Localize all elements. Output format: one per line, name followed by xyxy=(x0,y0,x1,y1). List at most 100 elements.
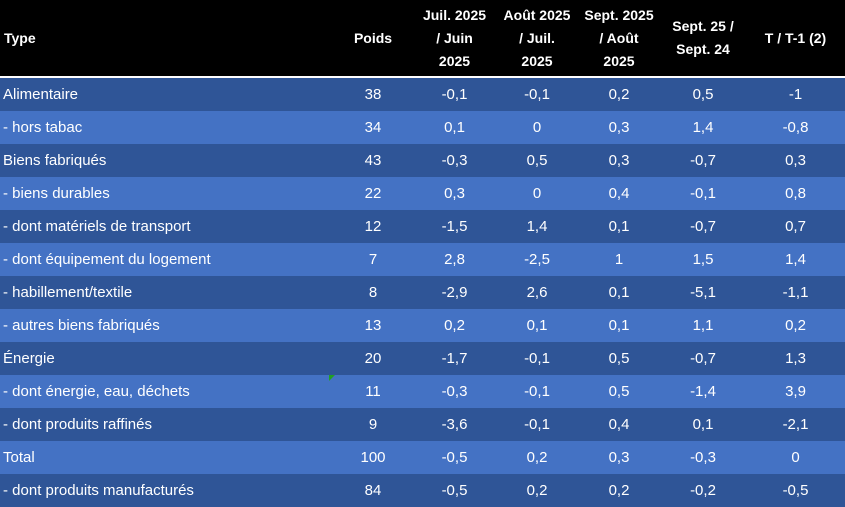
table-cell: -0,8 xyxy=(782,119,809,136)
row-label: - habillement/textile xyxy=(3,284,133,301)
table-cell: 0,7 xyxy=(785,218,806,235)
row-label: - dont produits manufacturés xyxy=(3,482,194,499)
header-type: Type xyxy=(4,29,36,46)
table-cell: -1,1 xyxy=(782,284,809,301)
table-cell: 0,5 xyxy=(692,86,714,103)
table-cell: 0,3 xyxy=(608,449,630,466)
table-cell: -0,1 xyxy=(690,185,716,202)
table-cell: 0,2 xyxy=(444,317,465,334)
table-cell: -1,4 xyxy=(690,383,716,400)
table-cell: -0,1 xyxy=(524,86,550,103)
table-cell: 0,5 xyxy=(526,152,548,169)
table-cell: 2,6 xyxy=(526,284,548,301)
table-row: Alimentaire 38 -0,1 -0,1 0,2 0,5 -1 xyxy=(0,78,845,111)
table-cell: -0,7 xyxy=(690,350,716,367)
table-row: Énergie 20 -1,7 -0,1 0,5 -0,7 1,3 xyxy=(0,342,845,375)
table-cell: 1,1 xyxy=(692,317,714,334)
table-row: - dont matériels de transport 12 -1,5 1,4 0,… xyxy=(0,210,845,243)
header-t-t1: T / T-1 (2) xyxy=(764,29,827,46)
table-cell: 7 xyxy=(368,251,378,268)
table-cell: 0,5 xyxy=(608,383,630,400)
table-cell: 1 xyxy=(614,251,624,268)
table-cell: 0,1 xyxy=(526,317,548,334)
table-cell: -0,2 xyxy=(690,482,716,499)
table-cell: 0,2 xyxy=(608,482,630,499)
table-cell: 0 xyxy=(791,449,800,466)
table-cell: -0,1 xyxy=(524,350,550,367)
table-cell: 0,5 xyxy=(608,350,630,367)
table-cell: 84 xyxy=(364,482,382,499)
table-row: - dont produits manufacturés 84 -0,5 0,2 0,2… xyxy=(0,474,845,507)
table-cell: 0,1 xyxy=(608,317,630,334)
table-cell: 0,2 xyxy=(785,317,806,334)
header-juil-juin: Juil. 2025/ Juin 2025 xyxy=(422,6,487,69)
row-label: - dont équipement du logement xyxy=(3,251,211,268)
header-sept-aout: Sept. 2025/ Août 2025 xyxy=(584,6,654,69)
cell-comment-marker xyxy=(329,375,335,381)
header-poids: Poids xyxy=(353,29,393,46)
table-cell: 0 xyxy=(532,185,542,202)
table-cell: 1,3 xyxy=(785,350,806,367)
table-cell: 1,4 xyxy=(692,119,714,136)
table-cell: -5,1 xyxy=(690,284,716,301)
table-cell: 8 xyxy=(368,284,378,301)
table-cell: 0,2 xyxy=(526,449,548,466)
table-row: - habillement/textile 8 -2,9 2,6 0,1 -5,1 -1,1 xyxy=(0,276,845,309)
table-cell: 20 xyxy=(364,350,382,367)
row-label: - dont produits raffinés xyxy=(3,416,152,433)
table-header: Type Poids Juil. 2025/ Juin 2025 Août 2025/ … xyxy=(0,0,845,78)
table-cell: 0,2 xyxy=(608,86,630,103)
table-cell: -0,3 xyxy=(441,383,468,400)
table-cell: -2,5 xyxy=(524,251,550,268)
table-row: - dont produits raffinés 9 -3,6 -0,1 0,4 0,1 -… xyxy=(0,408,845,441)
row-label: Total xyxy=(3,449,35,466)
table-cell: -1 xyxy=(788,86,803,103)
table-cell: -0,5 xyxy=(441,482,468,499)
table-row: Total 100 -0,5 0,2 0,3 -0,3 0 xyxy=(0,441,845,474)
table-cell: 0,1 xyxy=(444,119,465,136)
table-cell: -1,7 xyxy=(441,350,468,367)
header-sept25-sept24: Sept. 25 /Sept. 24 xyxy=(672,18,734,57)
table-row: - biens durables 22 0,3 0 0,4 -0,1 0,8 xyxy=(0,177,845,210)
table-cell: 100 xyxy=(360,449,386,466)
row-label: - biens durables xyxy=(3,185,110,202)
table-cell: 43 xyxy=(364,152,382,169)
table-cell: 0,3 xyxy=(444,185,465,202)
table-cell: -0,1 xyxy=(441,86,468,103)
row-label: - hors tabac xyxy=(3,119,83,136)
table-cell: 0,1 xyxy=(608,284,630,301)
table-cell: 13 xyxy=(364,317,382,334)
table-cell: -0,5 xyxy=(441,449,468,466)
table-body: Alimentaire 38 -0,1 -0,1 0,2 0,5 -1 - hors taba… xyxy=(0,78,845,507)
table-row: - hors tabac 34 0,1 0 0,3 1,4 -0,8 xyxy=(0,111,845,144)
table-row: - dont équipement du logement 7 2,8 -2,5 1 1,… xyxy=(0,243,845,276)
table-cell: 12 xyxy=(364,218,382,235)
row-label: Énergie xyxy=(3,350,55,367)
table-cell: 0,3 xyxy=(608,152,630,169)
table-cell: 0,4 xyxy=(608,185,630,202)
table-row: - dont énergie, eau, déchets 11 -0,3 -0,1 0,… xyxy=(0,375,845,408)
table-cell: 0 xyxy=(532,119,542,136)
table-cell: 1,5 xyxy=(692,251,714,268)
table-cell: 0,1 xyxy=(608,218,630,235)
table-cell: 3,9 xyxy=(785,383,806,400)
table-cell: 0,3 xyxy=(608,119,630,136)
table-cell: -0,1 xyxy=(524,383,550,400)
table-cell: -3,6 xyxy=(441,416,468,433)
table-cell: -2,9 xyxy=(441,284,468,301)
table-cell: 2,8 xyxy=(444,251,465,268)
table-cell: 0,8 xyxy=(785,185,806,202)
table-cell: 0,3 xyxy=(785,152,806,169)
table-row: - autres biens fabriqués 13 0,2 0,1 0,1 1,1 0,… xyxy=(0,309,845,342)
table-cell: 11 xyxy=(365,383,381,400)
table-cell: 1,4 xyxy=(526,218,548,235)
row-label: - dont énergie, eau, déchets xyxy=(3,383,190,400)
row-label: - autres biens fabriqués xyxy=(3,317,160,334)
table-cell: -0,3 xyxy=(690,449,716,466)
table-cell: -0,7 xyxy=(690,152,716,169)
table-cell: 38 xyxy=(364,86,382,103)
row-label: - dont matériels de transport xyxy=(3,218,191,235)
table-cell: -0,7 xyxy=(690,218,716,235)
table-cell: 0,2 xyxy=(526,482,548,499)
